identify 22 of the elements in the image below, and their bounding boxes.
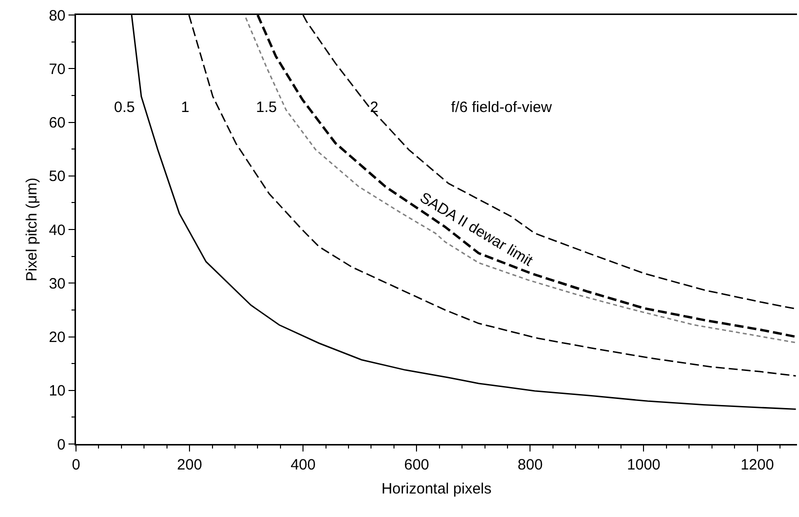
y-tick-label: 30 bbox=[48, 275, 66, 292]
y-tick-label: 50 bbox=[48, 168, 66, 186]
x-tick-label: 1200 bbox=[740, 456, 774, 474]
x-tick-label: 1000 bbox=[627, 456, 660, 474]
y-axis-title: Pixel pitch (μm) bbox=[23, 178, 40, 282]
x-axis-title: Horizontal pixels bbox=[381, 480, 492, 498]
x-tick-label: 800 bbox=[518, 456, 543, 474]
x-tick-label: 0 bbox=[72, 456, 80, 474]
y-tick-label: 70 bbox=[48, 60, 66, 78]
annotation: 1 bbox=[181, 99, 190, 116]
annotation: 0.5 bbox=[114, 99, 135, 116]
y-tick-label: 60 bbox=[48, 114, 66, 132]
y-tick-label: 20 bbox=[48, 329, 66, 346]
y-tick-label: 10 bbox=[48, 382, 66, 400]
x-tick-label: 600 bbox=[404, 456, 430, 474]
x-tick-label: 400 bbox=[290, 456, 316, 474]
y-tick-label: 80 bbox=[48, 7, 66, 24]
annotation: f/6 field-of-view bbox=[451, 99, 552, 116]
y-tick-label: 0 bbox=[57, 436, 66, 454]
annotation: 1.5 bbox=[256, 99, 277, 116]
x-tick-label: 200 bbox=[177, 456, 202, 474]
y-tick-label: 40 bbox=[48, 222, 66, 239]
